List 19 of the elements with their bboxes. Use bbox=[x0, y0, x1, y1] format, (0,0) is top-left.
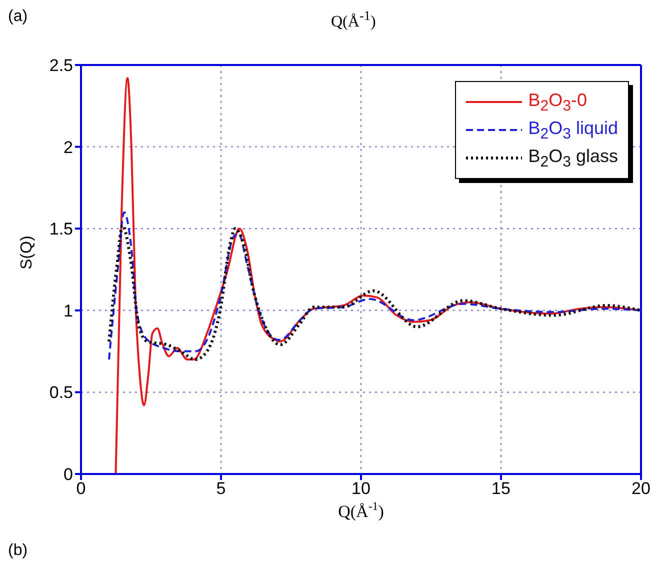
x-tick-label: 15 bbox=[492, 479, 510, 498]
y-axis-title: S(Q) bbox=[18, 236, 36, 270]
text: Q(Å$^{-1}$) bbox=[331, 8, 376, 32]
x-tick-label: 10 bbox=[352, 479, 370, 498]
y-tick-label: 2.5 bbox=[49, 56, 73, 76]
legend-label: B$_{2}$O$_{3}$-0 bbox=[528, 90, 587, 114]
y-tick-label: 0.5 bbox=[49, 383, 73, 402]
text: (b) bbox=[8, 542, 28, 560]
legend-label: B$_{2}$O$_{3}$ glass bbox=[528, 146, 618, 170]
text: (a) bbox=[8, 8, 28, 26]
y-tick-label: 0 bbox=[64, 465, 73, 484]
x-axis-title: Q(Å$^{-1}$) bbox=[338, 499, 384, 521]
legend-label: B$_{2}$O$_{3}$ liquid bbox=[528, 118, 618, 142]
x-tick-label: 0 bbox=[76, 479, 86, 498]
x-tick-label: 5 bbox=[216, 479, 226, 498]
y-tick-label: 1 bbox=[64, 301, 73, 320]
x-tick-label: 20 bbox=[632, 479, 650, 498]
y-tick-label: 2 bbox=[64, 138, 73, 157]
y-tick-label: 1.5 bbox=[49, 220, 73, 239]
